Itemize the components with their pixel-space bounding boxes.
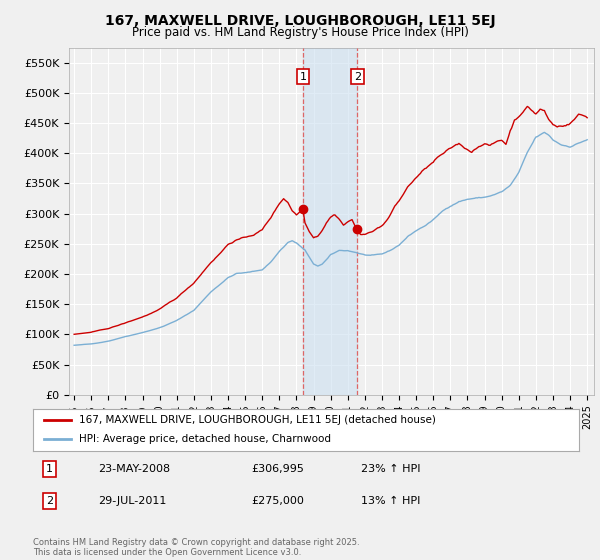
- Text: 13% ↑ HPI: 13% ↑ HPI: [361, 496, 420, 506]
- Text: £275,000: £275,000: [251, 496, 304, 506]
- Text: 23% ↑ HPI: 23% ↑ HPI: [361, 464, 420, 474]
- Text: Price paid vs. HM Land Registry's House Price Index (HPI): Price paid vs. HM Land Registry's House …: [131, 26, 469, 39]
- Text: £306,995: £306,995: [251, 464, 304, 474]
- Text: 2: 2: [46, 496, 53, 506]
- Text: Contains HM Land Registry data © Crown copyright and database right 2025.
This d: Contains HM Land Registry data © Crown c…: [33, 538, 359, 557]
- Text: 1: 1: [299, 72, 307, 82]
- Text: 23-MAY-2008: 23-MAY-2008: [98, 464, 170, 474]
- Bar: [303, 48, 358, 395]
- Text: 1: 1: [46, 464, 53, 474]
- Text: 2: 2: [354, 72, 361, 82]
- Text: 167, MAXWELL DRIVE, LOUGHBOROUGH, LE11 5EJ: 167, MAXWELL DRIVE, LOUGHBOROUGH, LE11 5…: [104, 14, 496, 28]
- Text: 167, MAXWELL DRIVE, LOUGHBOROUGH, LE11 5EJ (detached house): 167, MAXWELL DRIVE, LOUGHBOROUGH, LE11 5…: [79, 415, 436, 425]
- Text: HPI: Average price, detached house, Charnwood: HPI: Average price, detached house, Char…: [79, 435, 331, 445]
- Text: 29-JUL-2011: 29-JUL-2011: [98, 496, 167, 506]
